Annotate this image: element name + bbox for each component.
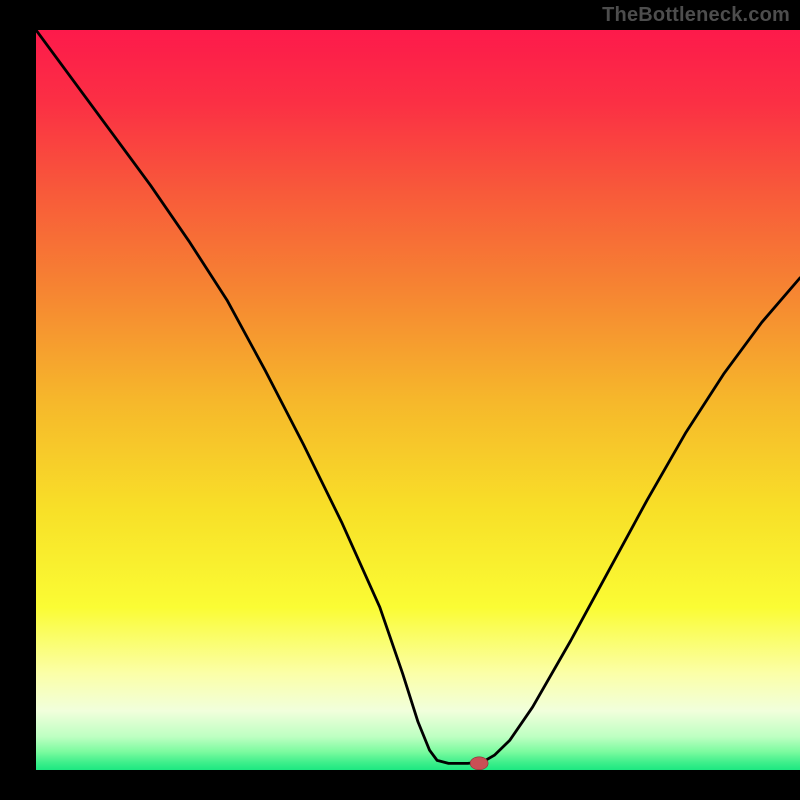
optimal-point-marker bbox=[470, 757, 488, 770]
plot-gradient-background bbox=[36, 30, 800, 770]
bottleneck-chart bbox=[0, 0, 800, 800]
watermark-text: TheBottleneck.com bbox=[602, 4, 790, 27]
